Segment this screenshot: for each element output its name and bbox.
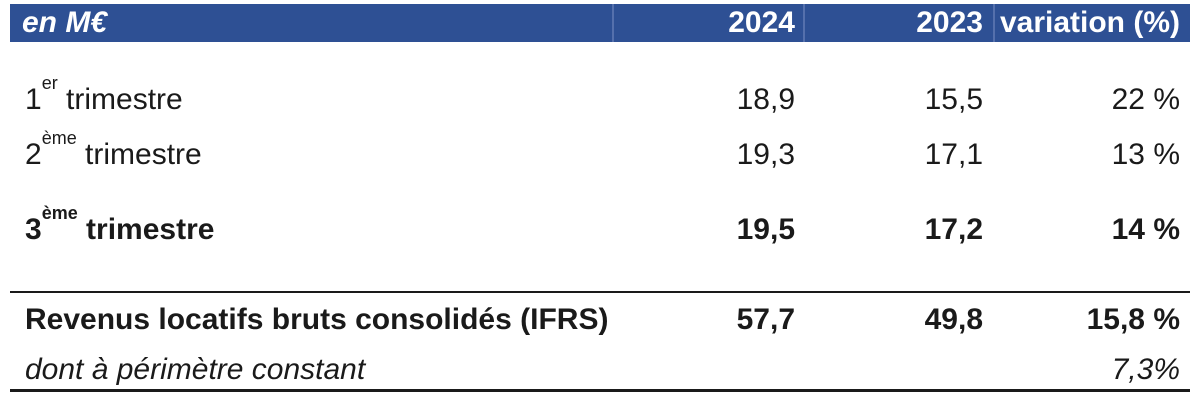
row-label: 1er trimestre xyxy=(10,74,612,118)
column-header-2024: 2024 xyxy=(612,4,803,42)
total-row-label: Revenus locatifs bruts consolidés (IFRS) xyxy=(25,303,609,336)
row-label-text: trimestre xyxy=(77,213,215,246)
table-row-q3: 3ème trimestre 19,5 17,2 14 % xyxy=(10,204,1190,248)
row-label-number: 1 xyxy=(25,83,42,116)
value-2023: 15,5 xyxy=(924,83,983,116)
table-row-q1: 1er trimestre 18,9 15,5 22 % xyxy=(10,74,1190,118)
value-variation: 14 % xyxy=(1111,213,1180,246)
column-header-2023: 2023 xyxy=(803,4,993,42)
row-label-text: trimestre xyxy=(76,138,202,171)
value-2024: 57,7 xyxy=(736,303,795,336)
column-header-variation: variation (%) xyxy=(993,4,1190,42)
row-label-ordinal: ème xyxy=(41,128,77,148)
value-2024: 18,9 xyxy=(736,83,795,116)
row-label-number: 3 xyxy=(25,213,42,246)
bottom-rule xyxy=(10,389,1190,392)
row-label-number: 2 xyxy=(25,138,42,171)
value-variation: 7,3% xyxy=(1111,353,1180,386)
value-2023: 49,8 xyxy=(924,303,983,336)
row-label-ordinal: er xyxy=(41,73,58,93)
value-2023: 17,1 xyxy=(924,138,983,171)
table-row-q2: 2ème trimestre 19,3 17,1 13 % xyxy=(10,129,1190,173)
table-row-total: Revenus locatifs bruts consolidés (IFRS)… xyxy=(10,302,1190,338)
table-row-constant-perimeter: dont à périmètre constant 7,3% xyxy=(10,352,1190,388)
row-label-text: trimestre xyxy=(57,83,183,116)
revenue-table: en M€ 2024 2023 variation (%) 1er trimes… xyxy=(0,4,1200,400)
value-2024: 19,5 xyxy=(736,213,795,246)
value-2024: 19,3 xyxy=(736,138,795,171)
row-label: 3ème trimestre xyxy=(10,204,612,248)
footer-row-label: dont à périmètre constant xyxy=(25,353,366,386)
value-2024 xyxy=(612,352,803,388)
value-variation: 15,8 % xyxy=(1086,303,1180,336)
value-2023 xyxy=(803,352,993,388)
unit-label: en M€ xyxy=(22,6,108,39)
row-label-ordinal: ème xyxy=(41,203,78,223)
table-header-row: en M€ 2024 2023 variation (%) xyxy=(10,4,1190,42)
row-label: 2ème trimestre xyxy=(10,129,612,173)
value-variation: 22 % xyxy=(1111,83,1180,116)
value-variation: 13 % xyxy=(1111,138,1180,171)
horizontal-rule xyxy=(10,291,1190,293)
value-2023: 17,2 xyxy=(924,213,983,246)
